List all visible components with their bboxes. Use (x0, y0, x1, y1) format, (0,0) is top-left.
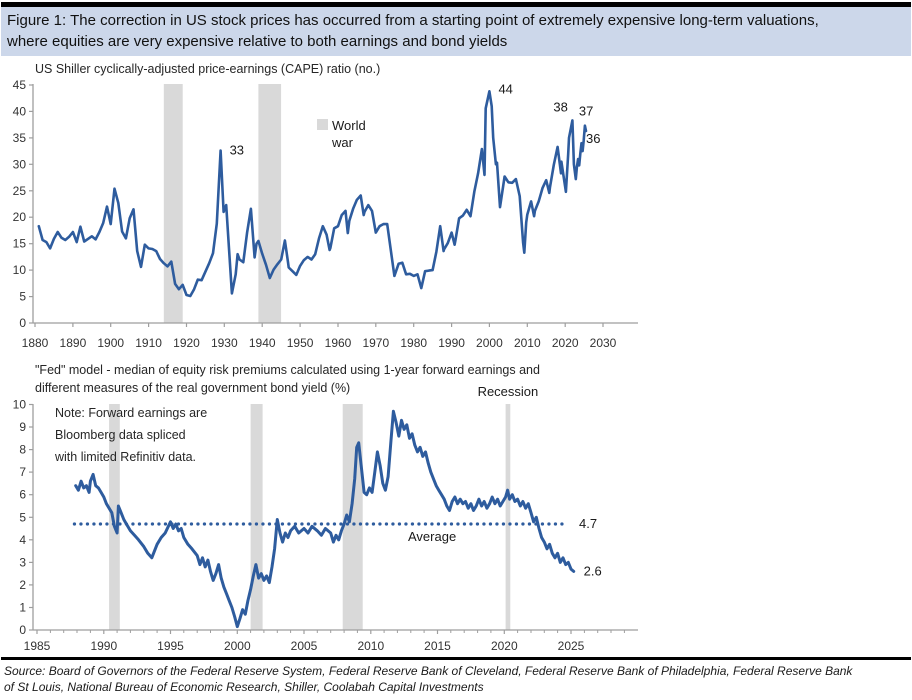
source-line-1: Source: Board of Governors of the Federa… (4, 664, 853, 678)
recession-band (109, 404, 120, 630)
x-tick-label: 1980 (400, 336, 427, 350)
x-tick-label: 1900 (97, 336, 124, 350)
recession-band (342, 404, 363, 630)
y-tick-label: 10 (13, 398, 27, 412)
y-tick-label: 0 (19, 623, 26, 637)
x-tick-label: 2020 (491, 639, 518, 653)
recession-band (250, 404, 263, 630)
y-tick-label: 5 (19, 510, 26, 524)
x-tick-label: 1985 (24, 639, 51, 653)
bottom-divider (1, 657, 911, 660)
chart-note-line: Bloomberg data spliced (55, 428, 186, 442)
recession-label: Recession (478, 384, 539, 399)
chart-title: US Shiller cyclically-adjusted price-ear… (35, 62, 380, 76)
source-line-2: of St Louis, National Bureau of Economic… (4, 680, 484, 694)
x-tick-label: 2020 (552, 336, 579, 350)
x-tick-label: 2025 (558, 639, 585, 653)
x-tick-label: 1990 (90, 639, 117, 653)
x-tick-label: 1890 (60, 336, 87, 350)
y-tick-label: 30 (13, 157, 27, 171)
chart-title-line: different measures of the real governmen… (35, 381, 350, 395)
y-tick-label: 7 (19, 465, 26, 479)
y-tick-label: 0 (19, 316, 26, 330)
figure-title-line-1: Figure 1: The correction in US stock pri… (7, 12, 819, 29)
legend-label: World (332, 118, 366, 133)
average-value-label: 4.7 (579, 516, 597, 531)
y-tick-label: 45 (13, 78, 27, 92)
x-tick-label: 2010 (514, 336, 541, 350)
legend-swatch (317, 119, 328, 130)
x-tick-label: 1910 (135, 336, 162, 350)
data-annotation: 44 (498, 81, 512, 96)
x-tick-label: 1995 (157, 639, 184, 653)
cape-chart: US Shiller cyclically-adjusted price-ear… (13, 62, 638, 350)
x-tick-label: 2010 (357, 639, 384, 653)
y-tick-label: 35 (13, 131, 27, 145)
x-tick-label: 1880 (22, 336, 49, 350)
y-tick-label: 2 (19, 578, 26, 592)
erp-chart: "Fed" model - median of equity risk prem… (13, 363, 638, 653)
figure-title: Figure 1: The correction in US stock pri… (1, 7, 911, 56)
legend-label: war (331, 135, 354, 150)
x-tick-label: 2000 (476, 336, 503, 350)
recession-band (505, 404, 511, 630)
y-tick-label: 8 (19, 443, 26, 457)
y-tick-label: 5 (19, 290, 26, 304)
x-tick-label: 2005 (291, 639, 318, 653)
chart-note-line: Note: Forward earnings are (55, 406, 207, 420)
y-tick-label: 9 (19, 420, 26, 434)
x-tick-label: 1950 (287, 336, 314, 350)
figure-title-line-2: where equities are very expensive relati… (7, 33, 508, 50)
y-tick-label: 10 (13, 263, 27, 277)
data-annotation: 33 (230, 143, 244, 158)
x-tick-label: 1990 (438, 336, 465, 350)
series-end-label: 2.6 (584, 563, 602, 578)
y-tick-label: 3 (19, 555, 26, 569)
series-line (37, 90, 588, 298)
world-war-band (258, 84, 282, 323)
top-divider (1, 2, 911, 7)
source-note: Source: Board of Governors of the Federa… (4, 663, 908, 695)
y-tick-label: 15 (13, 237, 27, 251)
x-tick-label: 1970 (362, 336, 389, 350)
data-annotation: 37 (579, 104, 593, 119)
y-tick-label: 4 (19, 533, 26, 547)
x-tick-label: 2015 (424, 639, 451, 653)
x-tick-label: 1930 (211, 336, 238, 350)
y-tick-label: 6 (19, 488, 26, 502)
data-annotation: 36 (586, 131, 600, 146)
x-tick-label: 1920 (173, 336, 200, 350)
data-annotation: 38 (553, 99, 567, 114)
x-tick-label: 1960 (325, 336, 352, 350)
y-tick-label: 20 (13, 210, 27, 224)
y-tick-label: 1 (19, 601, 26, 615)
chart-title-line: "Fed" model - median of equity risk prem… (35, 363, 540, 377)
y-tick-label: 25 (13, 184, 27, 198)
y-tick-label: 40 (13, 104, 27, 118)
x-tick-label: 1940 (249, 336, 276, 350)
x-tick-label: 2030 (590, 336, 617, 350)
average-text-label: Average (408, 529, 456, 544)
x-tick-label: 2000 (224, 639, 251, 653)
series-line (74, 409, 576, 629)
chart-note-line: with limited Refinitiv data. (54, 450, 196, 464)
